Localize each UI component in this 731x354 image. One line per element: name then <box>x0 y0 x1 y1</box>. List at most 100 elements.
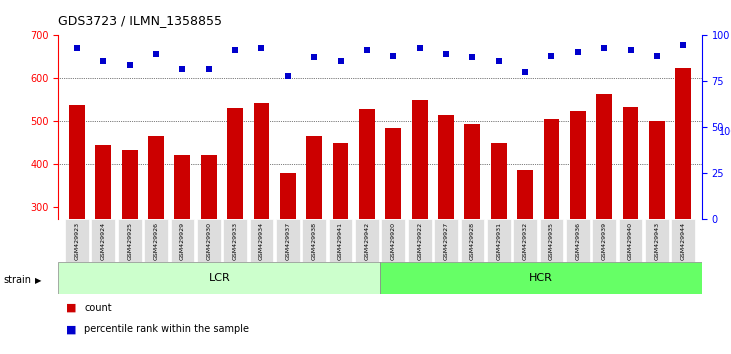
Point <box>678 42 689 47</box>
Text: GSM429935: GSM429935 <box>549 222 554 259</box>
Text: GSM429936: GSM429936 <box>575 222 580 259</box>
Point <box>71 45 83 51</box>
Text: count: count <box>84 303 112 313</box>
Point <box>493 58 504 64</box>
Bar <box>254 103 270 219</box>
Bar <box>175 155 190 219</box>
Point <box>282 73 294 79</box>
Bar <box>333 143 349 219</box>
FancyBboxPatch shape <box>276 219 300 262</box>
Point <box>230 47 241 53</box>
Bar <box>280 173 296 219</box>
FancyBboxPatch shape <box>382 219 405 262</box>
Bar <box>464 125 480 219</box>
Text: GSM429938: GSM429938 <box>311 222 317 259</box>
FancyBboxPatch shape <box>65 219 88 262</box>
Point <box>387 53 399 58</box>
FancyBboxPatch shape <box>618 219 643 262</box>
Text: GSM429944: GSM429944 <box>681 222 686 260</box>
Bar <box>380 262 702 294</box>
FancyBboxPatch shape <box>355 219 379 262</box>
Bar <box>58 262 380 294</box>
Text: GSM429924: GSM429924 <box>101 222 106 260</box>
FancyBboxPatch shape <box>170 219 194 262</box>
Bar <box>623 107 638 219</box>
FancyBboxPatch shape <box>303 219 326 262</box>
Text: HCR: HCR <box>529 273 553 283</box>
Text: strain: strain <box>4 275 31 285</box>
Text: GSM429930: GSM429930 <box>206 222 211 259</box>
Point <box>545 53 557 58</box>
Text: GSM429927: GSM429927 <box>444 222 449 260</box>
Text: GSM429920: GSM429920 <box>391 222 395 259</box>
Bar <box>122 150 137 219</box>
Point <box>651 53 663 58</box>
Y-axis label: 100%: 100% <box>719 127 731 137</box>
Point <box>440 51 452 57</box>
Text: GSM429925: GSM429925 <box>127 222 132 259</box>
FancyBboxPatch shape <box>513 219 537 262</box>
Point <box>124 62 135 68</box>
Point <box>203 66 215 72</box>
FancyBboxPatch shape <box>223 219 247 262</box>
Point <box>599 45 610 51</box>
Bar <box>306 136 322 219</box>
Point <box>361 47 373 53</box>
Point <box>414 45 425 51</box>
FancyBboxPatch shape <box>91 219 115 262</box>
Text: GSM429934: GSM429934 <box>259 222 264 260</box>
Point <box>466 55 478 60</box>
Bar <box>438 115 454 219</box>
FancyBboxPatch shape <box>249 219 273 262</box>
FancyBboxPatch shape <box>118 219 142 262</box>
Text: percentile rank within the sample: percentile rank within the sample <box>84 324 249 334</box>
Bar <box>675 68 692 219</box>
Text: GSM429937: GSM429937 <box>285 222 290 260</box>
Text: GSM429940: GSM429940 <box>628 222 633 259</box>
Point <box>625 47 637 53</box>
FancyBboxPatch shape <box>434 219 458 262</box>
Text: GSM429922: GSM429922 <box>417 222 423 260</box>
FancyBboxPatch shape <box>487 219 511 262</box>
Text: GSM429929: GSM429929 <box>180 222 185 260</box>
Point <box>97 58 109 64</box>
FancyBboxPatch shape <box>672 219 695 262</box>
Text: ■: ■ <box>66 324 76 334</box>
Text: GSM429933: GSM429933 <box>232 222 238 260</box>
Text: GSM429943: GSM429943 <box>654 222 659 260</box>
Bar <box>227 108 243 219</box>
FancyBboxPatch shape <box>329 219 352 262</box>
Bar <box>148 136 164 219</box>
FancyBboxPatch shape <box>592 219 616 262</box>
FancyBboxPatch shape <box>461 219 484 262</box>
Text: GSM429931: GSM429931 <box>496 222 501 259</box>
Text: ■: ■ <box>66 303 76 313</box>
Text: LCR: LCR <box>208 273 230 283</box>
Bar <box>518 170 533 219</box>
FancyBboxPatch shape <box>566 219 590 262</box>
Bar <box>69 105 85 219</box>
Text: GSM429928: GSM429928 <box>470 222 475 259</box>
Bar <box>201 155 216 219</box>
Text: ▶: ▶ <box>35 276 42 285</box>
Bar <box>649 121 665 219</box>
Bar <box>95 145 111 219</box>
Text: GSM429932: GSM429932 <box>523 222 528 260</box>
Bar <box>359 109 375 219</box>
Point <box>150 51 162 57</box>
Text: GSM429942: GSM429942 <box>365 222 369 260</box>
FancyBboxPatch shape <box>197 219 221 262</box>
Bar <box>596 94 612 219</box>
Bar <box>491 143 507 219</box>
Bar <box>412 101 428 219</box>
FancyBboxPatch shape <box>539 219 564 262</box>
Text: GSM429939: GSM429939 <box>602 222 607 260</box>
FancyBboxPatch shape <box>408 219 431 262</box>
Point <box>308 55 320 60</box>
Text: GDS3723 / ILMN_1358855: GDS3723 / ILMN_1358855 <box>58 14 222 27</box>
Point <box>572 49 583 55</box>
FancyBboxPatch shape <box>645 219 669 262</box>
FancyBboxPatch shape <box>144 219 168 262</box>
Point <box>177 66 189 72</box>
Point <box>256 45 268 51</box>
